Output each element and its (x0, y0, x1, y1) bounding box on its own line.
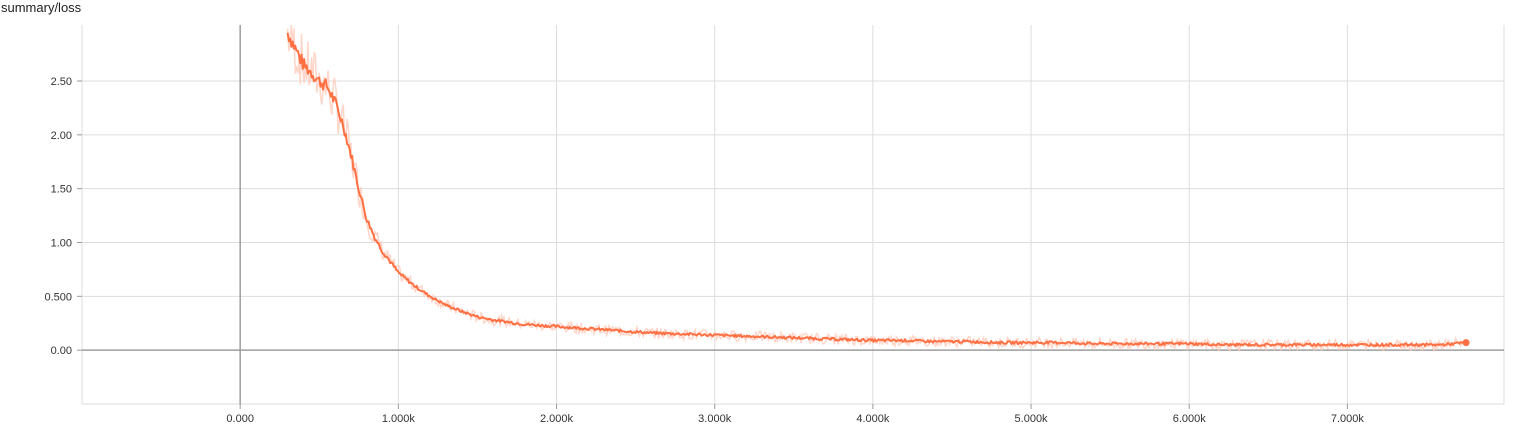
y-tick-label: 1.50 (51, 184, 72, 196)
x-tick-label: 4.000k (856, 413, 890, 425)
raw-loss-line (286, 24, 1467, 353)
smoothed-series-layer (286, 32, 1470, 348)
x-tick-label: 5.000k (1015, 413, 1049, 425)
y-tick-label: 1.00 (51, 237, 72, 249)
axis-layer (82, 25, 1504, 404)
tick-label-layer: 0.000 1.000k 2.000k 3.000k 4.000k 5.000k 6.000… (44, 76, 1364, 425)
raw-series-layer (286, 24, 1467, 353)
x-tick-label: 2.000k (540, 413, 574, 425)
y-tick-label: 2.50 (51, 76, 72, 88)
x-tick-label: 0.000 (226, 413, 254, 425)
x-tick-label: 3.000k (698, 413, 732, 425)
chart-title: summary/loss (1, 0, 82, 15)
grid-layer (77, 25, 1505, 409)
y-tick-label: 0.00 (51, 345, 72, 357)
last-point-marker (1462, 339, 1470, 347)
x-tick-label: 7.000k (1331, 413, 1365, 425)
y-tick-label: 2.00 (51, 130, 72, 142)
y-tick-label: 0.500 (44, 291, 72, 303)
x-tick-label: 1.000k (382, 413, 416, 425)
x-tick-label: 6.000k (1173, 413, 1207, 425)
smoothed-loss-line (286, 32, 1466, 348)
